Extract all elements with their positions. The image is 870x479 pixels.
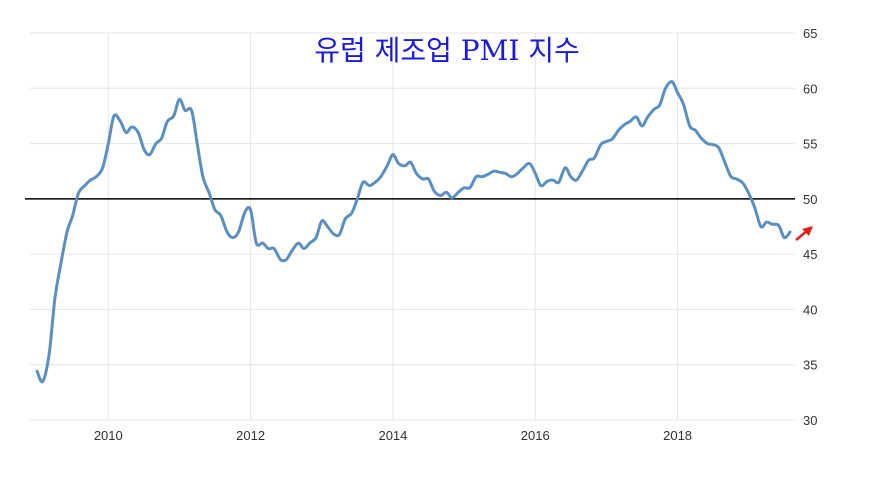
chart-title: 유럽 제조업 PMI 지수	[314, 34, 580, 67]
x-axis-ticks: 2010 2012 2014 2016 2018	[94, 428, 692, 443]
y-tick-label: 60	[803, 81, 817, 96]
grid-lines	[30, 32, 795, 421]
y-tick-label: 40	[803, 302, 817, 317]
x-tick-label: 2014	[378, 428, 407, 443]
x-tick-label: 2018	[663, 428, 692, 443]
y-tick-label: 50	[803, 192, 817, 207]
x-tick-label: 2016	[521, 428, 550, 443]
red-arrow-icon	[795, 226, 813, 241]
y-tick-label: 35	[803, 358, 817, 373]
y-tick-label: 30	[803, 413, 817, 428]
y-tick-label: 65	[803, 26, 817, 41]
y-axis-ticks: 30 35 40 45 50 55 60 65	[803, 26, 817, 428]
y-tick-label: 55	[803, 137, 817, 152]
pmi-series-line	[35, 80, 792, 384]
x-tick-label: 2012	[236, 428, 265, 443]
x-tick-label: 2010	[94, 428, 123, 443]
y-tick-label: 45	[803, 247, 817, 262]
